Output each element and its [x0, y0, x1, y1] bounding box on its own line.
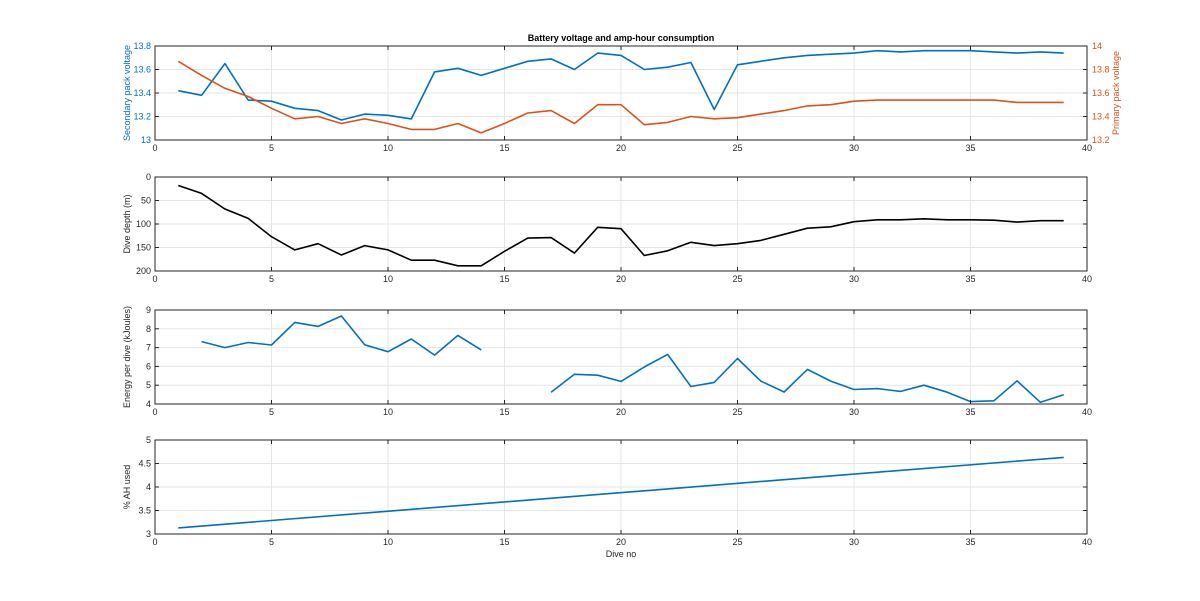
y-tick-label: 200	[136, 266, 151, 276]
x-tick-label: 40	[1082, 143, 1092, 153]
x-tick-label: 15	[499, 143, 509, 153]
y-tick-label: 13.8	[133, 41, 151, 51]
y-axis-label: Secondary pack voltage	[122, 45, 132, 141]
chart-panel-4: 0 5 10 15 20 25 30 35 40 3 3.5 4 4.5 5 % AH used Dive n…	[122, 435, 1092, 559]
x-tick-label: 5	[269, 407, 274, 417]
x-tick-label: 0	[152, 537, 157, 547]
y-tick-label: 13.6	[133, 65, 151, 75]
chart-panel-1: 0 5 10 15 20 25 30 35 401313.213.413.613.8Second…	[122, 33, 1121, 153]
x-tick-label: 40	[1082, 274, 1092, 284]
x-tick-label: 0	[152, 143, 157, 153]
x-tick-label: 10	[383, 143, 393, 153]
series-line-2	[177, 60, 1064, 134]
x-tick-label: 0	[152, 407, 157, 417]
y-right-tick-label: 13.2	[1092, 135, 1110, 145]
x-tick-label: 25	[732, 407, 742, 417]
x-tick-label: 35	[965, 537, 975, 547]
x-tick-label: 15	[499, 407, 509, 417]
x-axis-label: Dive no	[606, 549, 637, 559]
x-tick-label: 15	[499, 274, 509, 284]
y-tick-label: 13.2	[133, 112, 151, 122]
y-right-tick-label: 13.8	[1092, 65, 1110, 75]
x-tick-label: 30	[849, 143, 859, 153]
x-tick-label: 30	[849, 274, 859, 284]
series-line-1	[178, 184, 1064, 267]
y-right-tick-label: 13.4	[1092, 112, 1110, 122]
y-tick-label: 3	[146, 529, 151, 539]
series-line-1	[178, 456, 1064, 529]
x-tick-label: 10	[383, 274, 393, 284]
x-tick-label: 5	[269, 143, 274, 153]
y-axis-label: Energy per dive (kJoules)	[122, 306, 132, 408]
y-tick-label: 5	[146, 380, 151, 390]
x-tick-label: 5	[269, 274, 274, 284]
x-tick-label: 40	[1082, 407, 1092, 417]
chart-title: Battery voltage and amp-hour consumption	[528, 33, 715, 43]
y-tick-label: 4	[146, 399, 151, 409]
x-tick-label: 25	[732, 274, 742, 284]
y-tick-label: 7	[146, 343, 151, 353]
x-tick-label: 30	[849, 407, 859, 417]
x-tick-label: 0	[152, 274, 157, 284]
y-tick-label: 3.5	[138, 506, 151, 516]
y-axis-label: Dive depth (m)	[122, 194, 132, 253]
x-tick-label: 35	[965, 274, 975, 284]
y-tick-label: 8	[146, 324, 151, 334]
y-axis-label: % AH used	[122, 465, 132, 510]
y-tick-label: 50	[141, 196, 151, 206]
y-tick-label: 100	[136, 219, 151, 229]
x-tick-label: 35	[965, 143, 975, 153]
x-tick-label: 20	[616, 537, 626, 547]
chart-panel-2: 0 5 10 15 20 25 30 35 40 0 50 100 150 200 Dive depth (…	[122, 172, 1092, 284]
x-tick-label: 10	[383, 407, 393, 417]
x-tick-label: 30	[849, 537, 859, 547]
y-right-tick-label: 13.6	[1092, 88, 1110, 98]
x-tick-label: 15	[499, 537, 509, 547]
x-tick-label: 25	[732, 537, 742, 547]
x-tick-label: 5	[269, 537, 274, 547]
y-tick-label: 6	[146, 361, 151, 371]
x-tick-label: 20	[616, 274, 626, 284]
series-line-1	[201, 315, 482, 356]
x-tick-label: 35	[965, 407, 975, 417]
x-tick-label: 20	[616, 407, 626, 417]
y-right-axis-label: Primary pack voltage	[1111, 51, 1121, 135]
series-line-1	[178, 49, 1064, 121]
y-tick-label: 5	[146, 435, 151, 445]
y-right-tick-label: 14	[1092, 41, 1102, 51]
y-tick-label: 4	[146, 482, 151, 492]
x-tick-label: 25	[732, 143, 742, 153]
y-tick-label: 0	[146, 172, 151, 182]
y-tick-label: 9	[146, 305, 151, 315]
x-tick-label: 20	[616, 143, 626, 153]
y-tick-label: 4.5	[138, 459, 151, 469]
x-tick-label: 40	[1082, 537, 1092, 547]
y-tick-label: 13.4	[133, 88, 151, 98]
y-tick-label: 13	[141, 135, 151, 145]
series-line-2	[550, 353, 1064, 404]
x-tick-label: 10	[383, 537, 393, 547]
y-tick-label: 150	[136, 243, 151, 253]
